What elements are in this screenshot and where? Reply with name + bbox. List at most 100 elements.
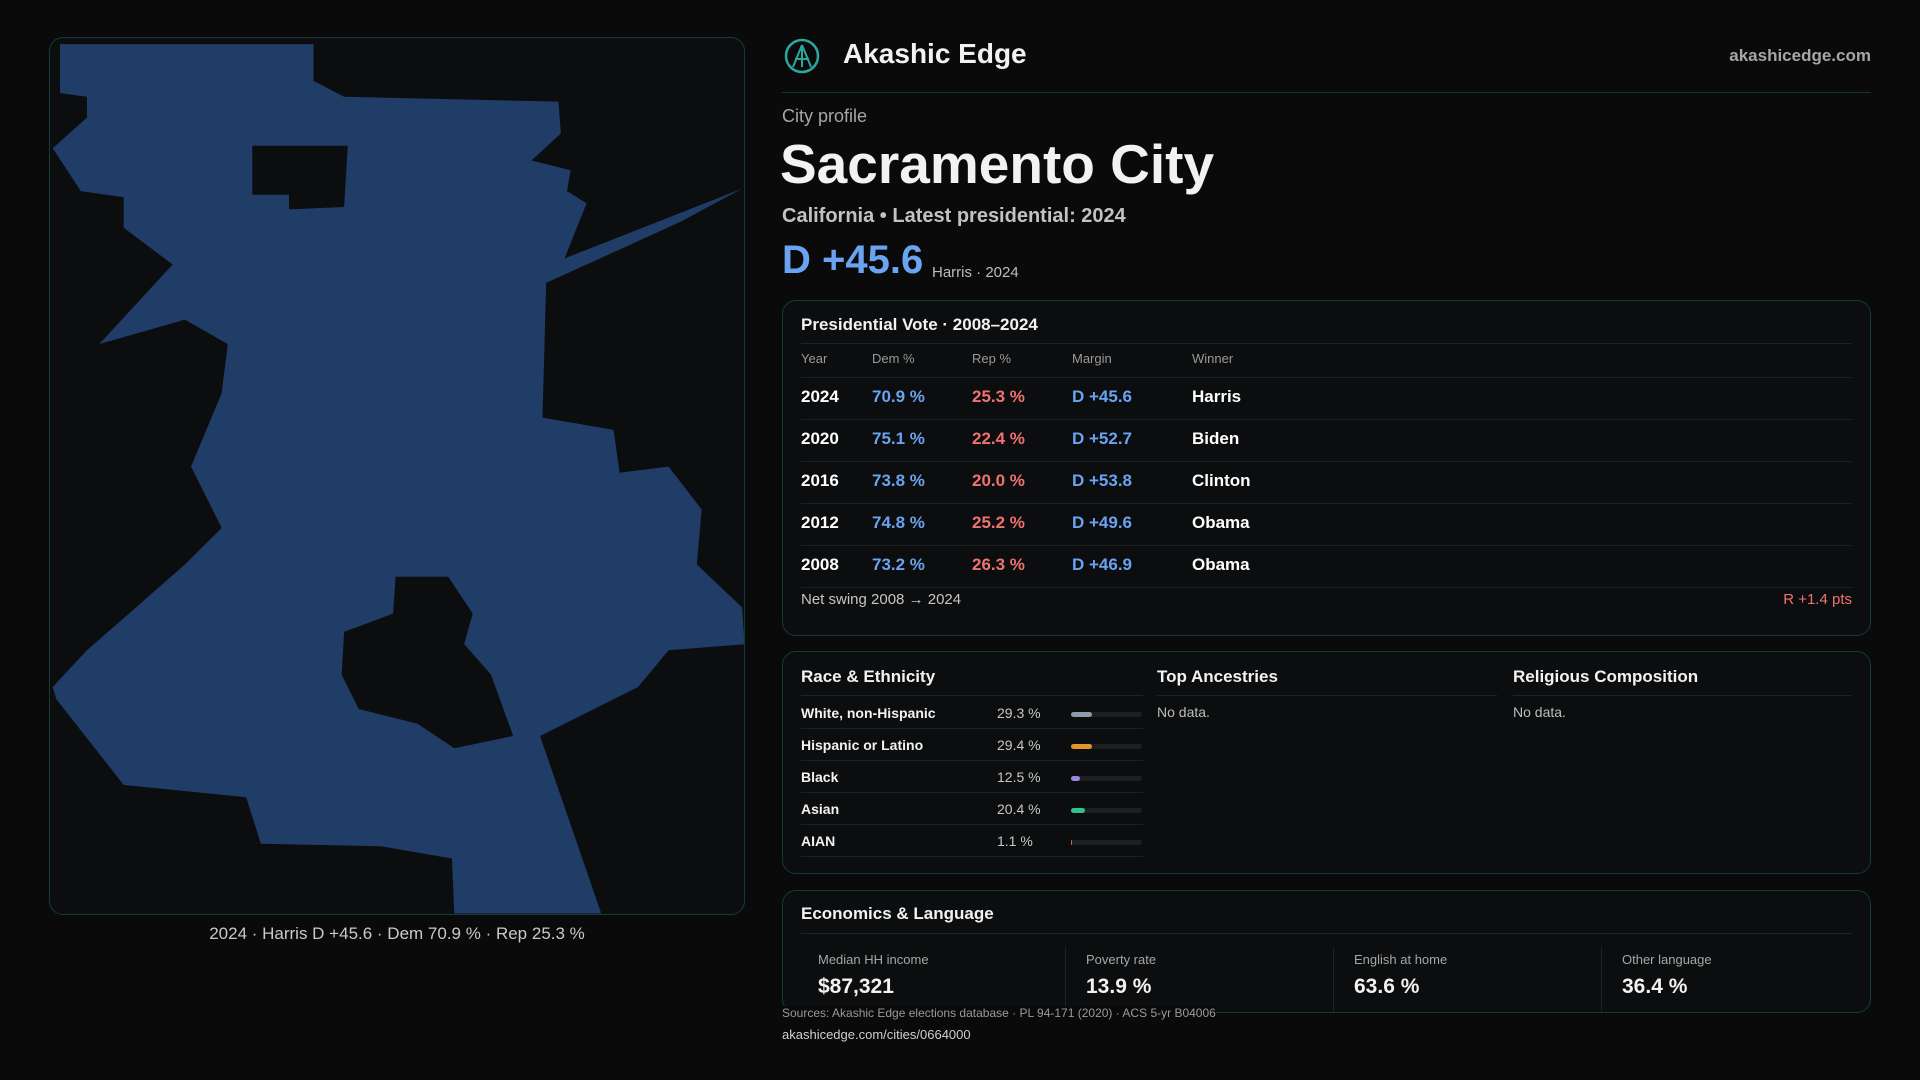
bar-track (1071, 808, 1142, 813)
column-divider (1333, 947, 1334, 1012)
brand: Akashic Edge (843, 38, 1027, 69)
divider (801, 695, 1143, 696)
table-cell: 75.1 % (872, 429, 925, 448)
bar (1071, 744, 1092, 749)
row-divider (801, 461, 1852, 462)
column-header: Dem % (872, 351, 915, 366)
divider (1157, 695, 1497, 696)
row-divider (801, 587, 1852, 588)
row-divider (801, 792, 1143, 793)
divider (782, 92, 1871, 93)
eyebrow: City profile (782, 106, 868, 126)
table-cell: Obama (1192, 513, 1250, 532)
stat-value: 63.6 % (1354, 975, 1420, 998)
race-value: 29.3 % (997, 705, 1041, 721)
table-cell: 26.3 % (972, 555, 1025, 574)
stat-label: Poverty rate (1086, 952, 1157, 967)
table-cell: D +46.9 (1072, 555, 1133, 574)
race-label: Hispanic or Latino (801, 737, 924, 753)
table-cell: 70.9 % (872, 387, 925, 406)
table-cell: 2012 (801, 513, 839, 532)
bar-track (1071, 840, 1142, 845)
table-cell: 22.4 % (972, 429, 1025, 448)
table-cell: 73.8 % (872, 471, 925, 490)
divider (801, 343, 1852, 344)
row-divider (801, 728, 1143, 729)
stat-value: $87,321 (818, 975, 894, 998)
race-label: Asian (801, 801, 840, 817)
table-cell: Harris (1192, 387, 1242, 406)
table-cell: Biden (1192, 429, 1240, 448)
swing-value: R +1.4 pts (1783, 591, 1852, 608)
row-divider (801, 545, 1852, 546)
race-value: 1.1 % (997, 833, 1033, 849)
url[interactable]: akashicedge.com/cities/0664000 (782, 1027, 971, 1042)
stat-value: 36.4 % (1622, 975, 1688, 998)
bar (1071, 712, 1092, 717)
row-divider (801, 824, 1143, 825)
table-cell: 73.2 % (872, 555, 925, 574)
race-value: 29.4 % (997, 737, 1041, 753)
panel-title: Top Ancestries (1157, 667, 1278, 686)
column-header: Margin (1072, 351, 1112, 366)
race-label: Black (801, 769, 839, 785)
boundary-gap (252, 145, 348, 210)
margin: D +45.6 (782, 238, 924, 282)
stat-value: 13.9 % (1086, 975, 1152, 998)
boundary-gap (341, 576, 514, 749)
column-header: Rep % (972, 351, 1012, 366)
table-cell: 2008 (801, 555, 839, 574)
subtitle: California • Latest presidential: 2024 (782, 205, 1126, 227)
row-divider (801, 419, 1852, 420)
divider (801, 933, 1852, 934)
table-cell: D +45.6 (1072, 387, 1133, 406)
panel-title: Economics & Language (801, 904, 994, 923)
bar (1071, 776, 1080, 781)
table-cell: D +52.7 (1072, 429, 1133, 448)
table-cell: 2024 (801, 387, 839, 406)
row-divider (801, 760, 1143, 761)
table-cell: 2016 (801, 471, 839, 490)
table-cell: D +53.8 (1072, 471, 1133, 490)
bar-track (1071, 776, 1142, 781)
city-boundary (52, 44, 744, 914)
race-value: 20.4 % (997, 801, 1041, 817)
economics-panel: Economics & Language Median HH income $87… (782, 890, 1871, 1013)
table-cell: 2020 (801, 429, 839, 448)
demographics-panel: Race & Ethnicity Top Ancestries No data.… (782, 651, 1871, 874)
stat-label: English at home (1354, 952, 1448, 967)
panel-title: Religious Composition (1513, 667, 1699, 686)
row-divider (801, 856, 1143, 857)
table-cell: 25.3 % (972, 387, 1025, 406)
map-caption: 2024 · Harris D +45.6 · Dem 70.9 % · Rep… (209, 924, 585, 943)
margin-note: Harris · 2024 (932, 264, 1019, 281)
column-divider (1065, 947, 1066, 1012)
row-divider (801, 377, 1852, 378)
table-cell: 74.8 % (872, 513, 925, 532)
map (52, 44, 744, 914)
bar (1071, 808, 1086, 813)
race-value: 12.5 % (997, 769, 1041, 785)
swing-label: Net swing 2008 → 2024 (801, 591, 962, 608)
map-panel (49, 37, 745, 915)
table-cell: Obama (1192, 555, 1250, 574)
bar (1071, 840, 1072, 845)
stat-label: Median HH income (818, 952, 929, 967)
divider (1513, 695, 1852, 696)
table-cell: 20.0 % (972, 471, 1025, 490)
race-label: White, non-Hispanic (801, 705, 936, 721)
no-data: No data. (1157, 704, 1210, 720)
bar-track (1071, 712, 1142, 717)
city-title: Sacramento City (780, 133, 1215, 195)
table-cell: 25.2 % (972, 513, 1025, 532)
panel-title: Presidential Vote · 2008–2024 (801, 315, 1038, 334)
no-data: No data. (1513, 704, 1566, 720)
stat-label: Other language (1622, 952, 1712, 967)
table-cell: Clinton (1192, 471, 1251, 490)
table-cell: D +49.6 (1072, 513, 1133, 532)
site-link[interactable]: akashicedge.com (1729, 46, 1871, 65)
bar-track (1071, 744, 1142, 749)
vote-panel: Presidential Vote · 2008–2024 Net swing … (782, 300, 1871, 636)
column-divider (1601, 947, 1602, 1012)
